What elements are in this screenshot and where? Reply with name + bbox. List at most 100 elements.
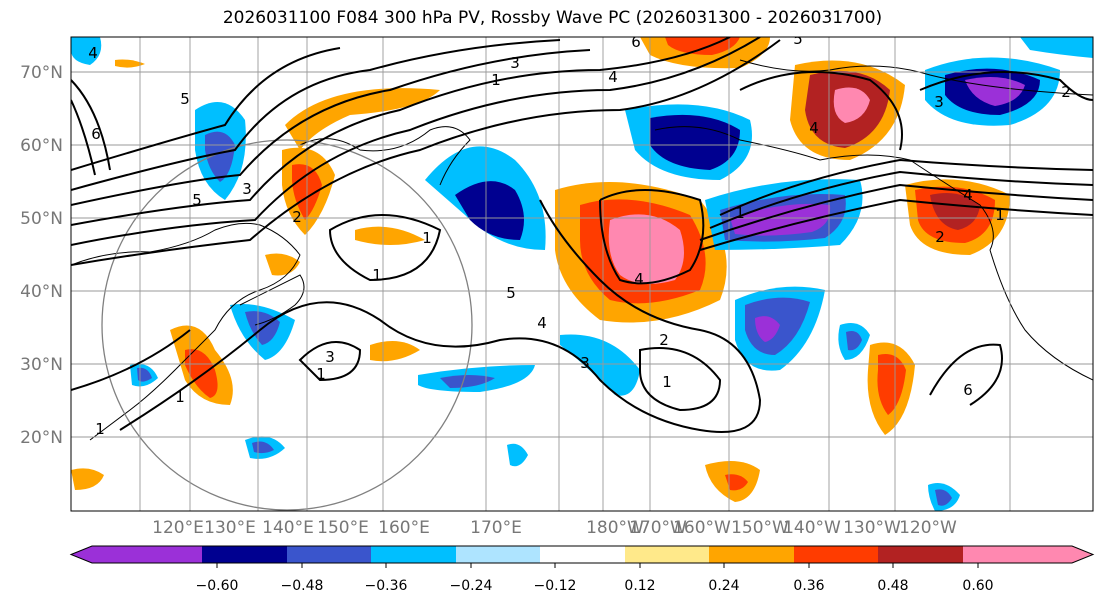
colorbar-tick-label: −0.12 xyxy=(534,578,577,594)
pv-contour-11 xyxy=(599,189,705,285)
lat-tick-label: 20°N xyxy=(20,428,63,448)
positive-anomaly-china-core xyxy=(185,349,218,398)
pv-contour-20 xyxy=(71,99,96,176)
lat-tick-label: 70°N xyxy=(20,63,63,83)
asia-coastline xyxy=(71,222,301,441)
positive-anomaly-south-central-core xyxy=(725,474,748,491)
pv-contour-19 xyxy=(71,79,111,171)
contour-label: 6 xyxy=(631,33,641,51)
negative-anomaly-small-east-core xyxy=(846,331,862,351)
pv-contour-7 xyxy=(119,199,762,433)
negative-anomaly-kamchatka-core xyxy=(455,181,524,240)
colorbar-segment-8 xyxy=(878,546,963,563)
graticule xyxy=(71,37,1093,511)
lat-tick-label: 40°N xyxy=(20,282,63,302)
colorbar-tick-label: −0.48 xyxy=(281,578,324,594)
contour-label: 2 xyxy=(935,228,945,246)
lon-tick-label: 130°E xyxy=(204,518,256,538)
contour-label: 1 xyxy=(372,266,382,284)
positive-anomaly-southwest xyxy=(71,468,104,490)
colorbar-max-triangle xyxy=(963,546,1093,563)
contour-label: 5 xyxy=(793,30,803,48)
pv-contour-4 xyxy=(71,49,591,206)
contour-label: 1 xyxy=(316,365,326,383)
colorbar-segment-6 xyxy=(709,546,794,563)
colorbar xyxy=(69,545,1095,564)
colorbar-segment-4 xyxy=(540,546,625,563)
positive-anomaly-kuril xyxy=(355,226,425,245)
region-circle xyxy=(101,139,473,511)
pv-contour-14 xyxy=(709,170,1093,229)
negative-anomaly-small-west-core xyxy=(137,367,152,382)
positive-anomaly-okhotsk-arc xyxy=(285,88,440,150)
pv-contour-6 xyxy=(71,47,341,171)
contour-label: 4 xyxy=(608,68,618,86)
lon-tick-label: 120°W xyxy=(899,518,957,538)
lon-tick-label: 150°W xyxy=(731,518,789,538)
pv-contour-3 xyxy=(71,37,731,226)
positive-anomaly-pacific-inner xyxy=(608,214,684,284)
contour-label: 3 xyxy=(325,348,335,366)
contour-label: 3 xyxy=(242,180,252,198)
colorbar-tick-label: 0.12 xyxy=(624,578,655,594)
map-title: 2026031100 F084 300 hPa PV, Rossby Wave … xyxy=(222,8,883,28)
contour-label: 1 xyxy=(735,204,745,222)
pv-contour-15 xyxy=(719,158,1093,216)
lon-tick-label: 120°E xyxy=(152,518,204,538)
lon-tick-label: 130°W xyxy=(843,518,901,538)
pv-contour-12 xyxy=(699,198,1093,251)
pv-contour-16 xyxy=(739,71,903,151)
pv-contour-1 xyxy=(71,39,781,266)
contour-label: 2 xyxy=(292,208,302,226)
colorbar-segment-3 xyxy=(456,546,540,563)
positive-anomaly-west-small xyxy=(115,59,145,68)
contour-label: 1 xyxy=(662,373,672,391)
colorbar-tick-label: −0.36 xyxy=(365,578,408,594)
map-frame xyxy=(70,36,1094,512)
sakhalin-kamchatka-coast xyxy=(299,126,471,186)
colorbar-tick-label: 0.24 xyxy=(708,578,739,594)
contour-label: 1 xyxy=(995,206,1005,224)
contour-label: 4 xyxy=(809,119,819,137)
longitude-ticks: 120°E 130°E 140°E 150°E 160°E 170°E 180°W170°W… xyxy=(152,518,957,538)
negative-anomaly-tropical-strip-core xyxy=(440,375,495,388)
colorbar-min-triangle xyxy=(71,546,202,563)
pv-contour-5 xyxy=(71,39,561,191)
pv-contour-13 xyxy=(699,183,1093,241)
arctic-coastline xyxy=(739,59,1093,96)
lon-tick-label: 170°W xyxy=(629,518,687,538)
lon-tick-label: 180°W xyxy=(586,518,644,538)
contour-label: 3 xyxy=(510,54,520,72)
lat-tick-label: 60°N xyxy=(20,136,63,156)
negative-anomaly-bering-core xyxy=(650,114,740,170)
negative-anomaly-northwest xyxy=(71,37,102,65)
contour-label: 6 xyxy=(91,125,101,143)
contour-label: 4 xyxy=(537,314,547,332)
lon-tick-label: 160°E xyxy=(378,518,430,538)
colorbar-tick-label: −0.24 xyxy=(450,578,493,594)
lon-tick-label: 160°W xyxy=(673,518,731,538)
contour-label: 1 xyxy=(422,229,432,247)
colorbar-segment-0 xyxy=(202,546,287,563)
colorbar-tick-label: −0.60 xyxy=(196,578,239,594)
contour-label: 3 xyxy=(934,93,944,111)
pv-contour-18 xyxy=(929,343,1003,406)
contour-label: 5 xyxy=(180,90,190,108)
negative-anomaly-subtropical-inner xyxy=(755,316,780,342)
lon-tick-label: 150°E xyxy=(317,518,369,538)
positive-anomaly-hawaii-region-core xyxy=(877,354,906,415)
positive-anomaly-marianas xyxy=(370,341,420,362)
negative-anomaly-south-core xyxy=(252,441,274,454)
north-america-coastline xyxy=(989,249,1093,381)
pv-anomaly-shading xyxy=(71,37,1093,511)
negative-anomaly-central-south xyxy=(507,443,528,467)
pv-contour-8 xyxy=(298,341,362,382)
pv-contour-2 xyxy=(71,37,761,246)
contour-label: 2 xyxy=(1061,83,1071,101)
positive-anomaly-pnw-inner xyxy=(930,192,980,230)
coastlines xyxy=(71,59,1093,441)
pv-contours xyxy=(71,37,1093,433)
contour-label: 2 xyxy=(659,331,669,349)
negative-anomaly-northeast xyxy=(1020,37,1093,58)
